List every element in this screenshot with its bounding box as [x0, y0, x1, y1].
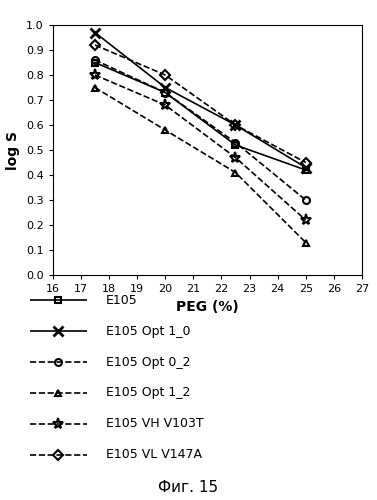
Text: E105 Opt 0_2: E105 Opt 0_2	[106, 356, 190, 368]
Y-axis label: log S: log S	[6, 130, 20, 170]
X-axis label: PEG (%): PEG (%)	[176, 300, 239, 314]
Text: E105: E105	[106, 294, 137, 307]
Text: E105 VH V103T: E105 VH V103T	[106, 417, 203, 430]
Text: E105 Opt 1_2: E105 Opt 1_2	[106, 386, 190, 400]
Text: Фиг. 15: Фиг. 15	[158, 480, 219, 495]
Text: E105 VL V147A: E105 VL V147A	[106, 448, 202, 461]
Text: E105 Opt 1_0: E105 Opt 1_0	[106, 325, 190, 338]
